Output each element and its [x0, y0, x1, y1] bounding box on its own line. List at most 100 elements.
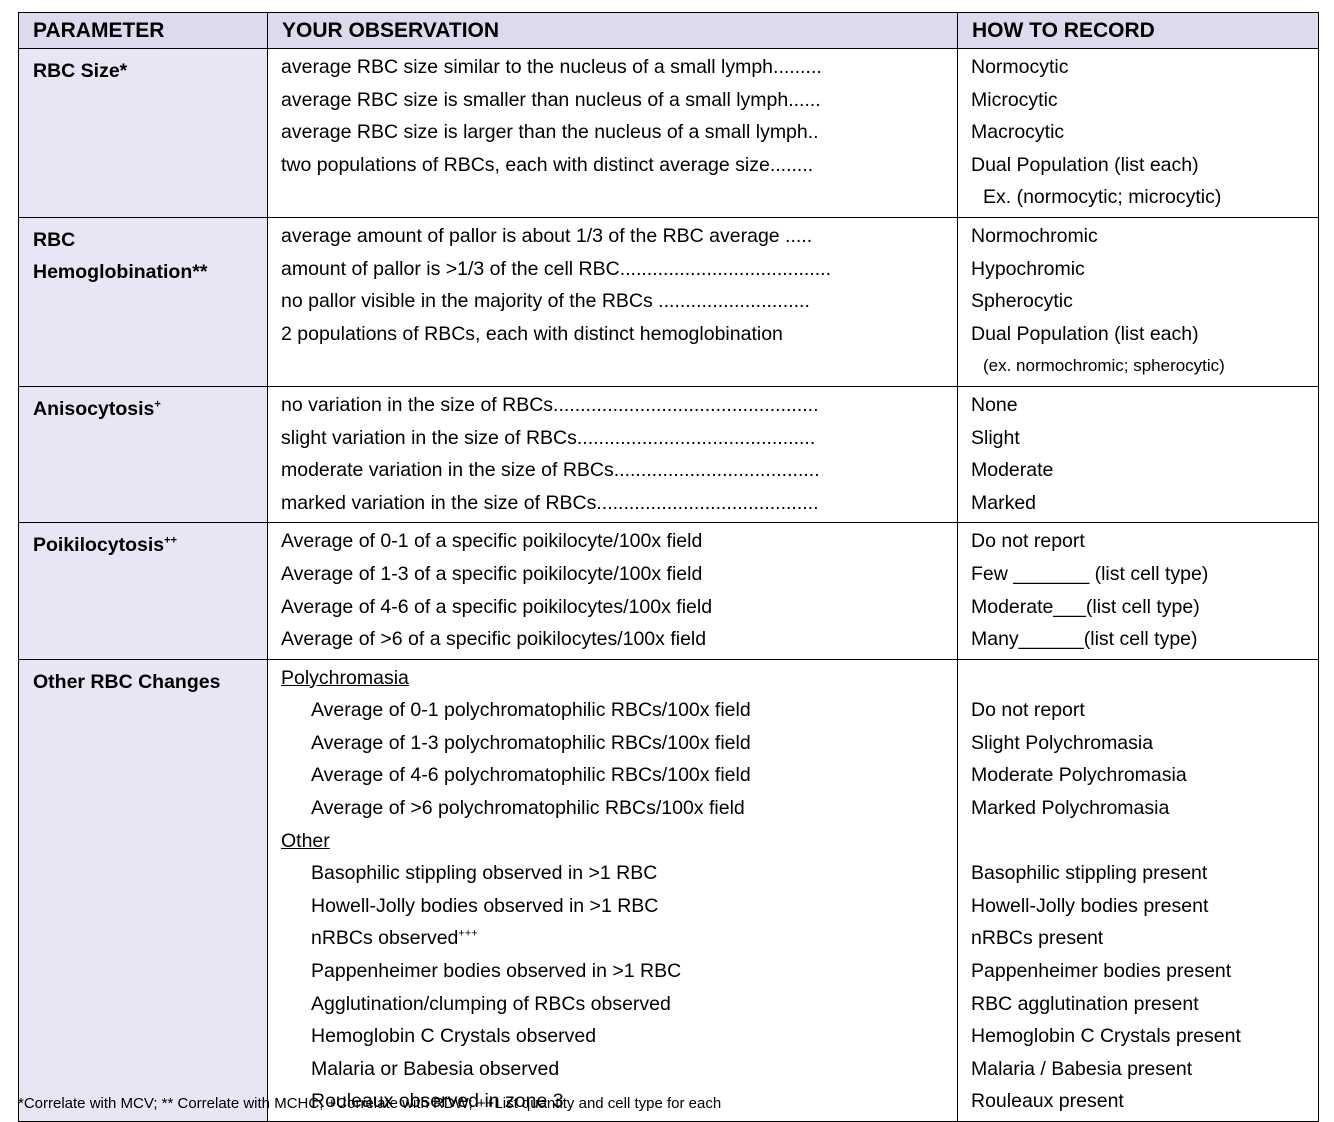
observation-line: two populations of RBCs, each with disti… [281, 149, 957, 182]
record-line: Macrocytic [971, 116, 1318, 149]
record-line [971, 825, 1318, 858]
observation-line: Agglutination/clumping of RBCs observed [281, 988, 957, 1021]
record: Hypochromic [971, 257, 1085, 280]
observation-cell: average amount of pallor is about 1/3 of… [267, 216, 958, 387]
observation-line: Average of 4-6 of a specific poikilocyte… [281, 591, 957, 624]
observation: Malaria or Babesia observed [311, 1057, 560, 1080]
record: Moderate Polychromasia [971, 764, 1187, 787]
observation-line: no variation in the size of RBCs........… [281, 389, 957, 422]
observation-heading: Other [281, 829, 330, 852]
record-line: Slight [971, 422, 1318, 455]
record-line: Moderate___(list cell type) [971, 591, 1318, 624]
observation: Average of 0-1 of a specific poikilocyte… [281, 530, 703, 553]
record: Slight Polychromasia [971, 731, 1154, 754]
record-cell: Do not report Few _______ (list cell type… [957, 522, 1319, 660]
record-line: Do not report [971, 525, 1318, 558]
observation: Average of 4-6 of a specific poikilocyte… [281, 595, 713, 618]
observation: marked variation in the size of RBCs....… [281, 491, 819, 514]
observation: Average of 1-3 polychromatophilic RBCs/1… [311, 731, 751, 754]
parameter: RBC Size* [33, 60, 128, 82]
observation-line: Pappenheimer bodies observed in >1 RBC [281, 955, 957, 988]
table-row: Poikilocytosis++ Average of 0-1 of a spec… [18, 522, 1319, 660]
observation-heading: Polychromasia [281, 666, 409, 689]
observation-line: moderate variation in the size of RBCs..… [281, 454, 957, 487]
observation-line: Hemoglobin C Crystals observed [281, 1020, 957, 1053]
record-line [971, 662, 1318, 695]
record-line: Basophilic stippling present [971, 857, 1318, 890]
table-row: Anisocytosis+ no variation in the size of… [18, 385, 1319, 524]
header-cell: HOW TO RECORD [957, 12, 1319, 49]
record: (ex. normochromic; spherocytic) [983, 356, 1225, 376]
observation-line [281, 350, 957, 383]
record: Slight [971, 426, 1020, 449]
record: Moderate___(list cell type) [971, 595, 1200, 618]
observation-cell: average RBC size similar to the nucleus … [267, 48, 958, 218]
record-line: None [971, 389, 1318, 422]
rbc-table: PARAMETER YOUR OBSERVATION HOW TO RECORD… [18, 12, 1319, 1122]
record-line: Marked [971, 487, 1318, 520]
record-line: nRBCs present [971, 922, 1318, 955]
header-row: PARAMETER YOUR OBSERVATION HOW TO RECORD [18, 12, 1319, 49]
parameter-mark: ++ [164, 534, 177, 547]
record-line: Howell-Jolly bodies present [971, 890, 1318, 923]
record: Marked [971, 491, 1037, 514]
observation: average amount of pallor is about 1/3 of… [281, 224, 813, 247]
observation-line: marked variation in the size of RBCs....… [281, 487, 957, 520]
footnote: *Correlate with MCV; ** Correlate with M… [18, 1095, 722, 1112]
record-cell: Normocytic Microcytic Macrocytic Dual Popul… [957, 48, 1319, 218]
observation: Hemoglobin C Crystals observed [311, 1025, 597, 1048]
parameter-cell: Anisocytosis+ [18, 385, 268, 524]
observation-line: Rouleaux observed in zone 3 [281, 1085, 957, 1118]
record: Dual Population (list each) [971, 322, 1199, 345]
observation-line: no pallor visible in the majority of the… [281, 285, 957, 318]
record-cell: Normochromic Hypochromic Spherocytic Dual P… [957, 216, 1319, 387]
record: Do not report [971, 699, 1085, 722]
parameter-cell: Poikilocytosis++ [18, 522, 268, 660]
record: Normochromic [971, 224, 1098, 247]
observation-line: Basophilic stippling observed in >1 RBC [281, 857, 957, 890]
observation: moderate variation in the size of RBCs..… [281, 459, 820, 482]
observation-line: slight variation in the size of RBCs....… [281, 422, 957, 455]
table-body: RBC Size* average RBC size similar to the… [18, 48, 1319, 1122]
observation: Average of >6 of a specific poikilocytes… [281, 628, 707, 651]
parameter-cell: RBC Hemoglobination** [18, 216, 268, 387]
record-line: Normochromic [971, 220, 1318, 253]
record: Moderate [971, 459, 1054, 482]
observation-line: Average of >6 polychromatophilic RBCs/10… [281, 792, 957, 825]
record-line: Dual Population (list each) [971, 318, 1318, 351]
observation-line: average RBC size similar to the nucleus … [281, 51, 957, 84]
record-line: RBC agglutination present [971, 988, 1318, 1021]
record-line: Hypochromic [971, 253, 1318, 286]
record-line: Marked Polychromasia [971, 792, 1318, 825]
header-cell: PARAMETER [18, 12, 268, 49]
parameter: Anisocytosis [33, 397, 155, 420]
observation-line: average RBC size is smaller than nucleus… [281, 84, 957, 117]
observation-line: Average of 1-3 of a specific poikilocyte… [281, 558, 957, 591]
record: Pappenheimer bodies present [971, 960, 1232, 983]
observation: Howell-Jolly bodies observed in >1 RBC [311, 894, 659, 917]
observation: two populations of RBCs, each with disti… [281, 153, 814, 176]
record-line: Ex. (normocytic; microcytic) [971, 181, 1318, 214]
record: Few _______ (list cell type) [971, 562, 1209, 585]
observation-line: Polychromasia [281, 662, 957, 695]
observation-mark: +++ [458, 927, 478, 940]
record: Howell-Jolly bodies present [971, 894, 1209, 917]
record-line: (ex. normochromic; spherocytic) [971, 350, 1318, 383]
record: Macrocytic [971, 121, 1065, 144]
observation: Rouleaux observed in zone 3 [311, 1090, 564, 1113]
record: Normocytic [971, 56, 1069, 78]
observation: no variation in the size of RBCs........… [281, 393, 819, 416]
record-line: Many______(list cell type) [971, 623, 1318, 656]
record: Marked Polychromasia [971, 797, 1170, 820]
observation: Average of 0-1 polychromatophilic RBCs/1… [311, 699, 751, 722]
parameter-cell: RBC Size* [18, 48, 268, 218]
observation: Average of 4-6 polychromatophilic RBCs/1… [311, 764, 751, 787]
record-line: Normocytic [971, 51, 1318, 84]
record: RBC agglutination present [971, 992, 1199, 1015]
record-cell: None Slight Moderate Marked [957, 385, 1319, 524]
record-line: Moderate [971, 454, 1318, 487]
observation-line: Howell-Jolly bodies observed in >1 RBC [281, 890, 957, 923]
parameter-cell: Other RBC Changes [18, 658, 268, 1122]
record-line: Spherocytic [971, 285, 1318, 318]
